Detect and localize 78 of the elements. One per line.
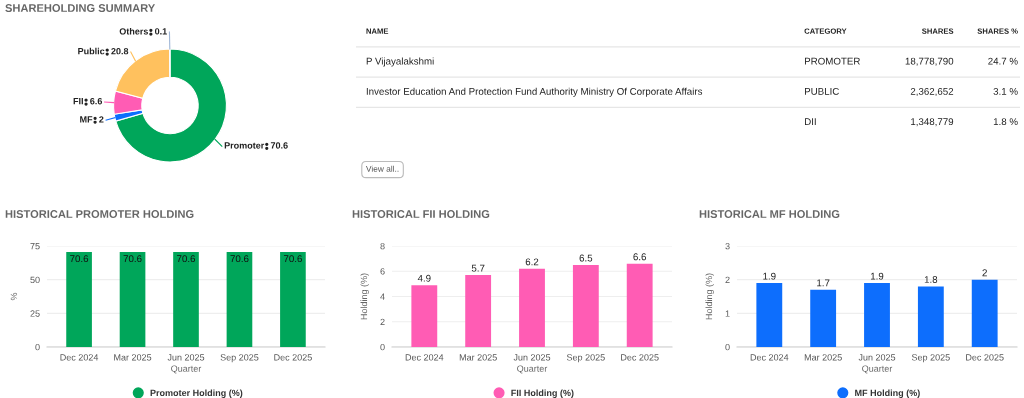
text: 1.8 %: [993, 118, 1018, 126]
y-tick-label: 2: [725, 276, 730, 283]
y-tick-label: 25: [30, 310, 40, 317]
y-tick-label: 4: [380, 293, 385, 300]
y-tick-label: 8: [380, 242, 385, 250]
slice-label: FII: [73, 98, 83, 105]
data-label: 70.6: [123, 255, 142, 263]
slice-label: Promoter: [224, 142, 265, 149]
x-tick-label: Mar 2025: [459, 354, 497, 361]
x-tick-label: Dec 2024: [750, 354, 789, 361]
data-label: 70.6: [283, 255, 302, 263]
data-label: 6.5: [579, 254, 593, 262]
data-label: 1.8: [924, 276, 938, 283]
chart-title: HISTORICAL PROMOTER HOLDING: [5, 210, 194, 218]
text: 2,362,652: [910, 87, 954, 96]
data-label: 6.6: [90, 98, 103, 105]
slice-label: Others: [119, 27, 149, 35]
x-axis-title: Quarter: [171, 365, 202, 374]
chart-title: HISTORICAL MF HOLDING: [699, 210, 840, 218]
x-tick-label: Dec 2025: [621, 354, 659, 361]
y-tick-label: 2: [380, 318, 385, 326]
text: PROMOTER: [805, 57, 860, 65]
legend-label: FII Holding (%): [511, 389, 574, 398]
x-axis-title: Quarter: [517, 365, 548, 374]
data-label: 6.2: [525, 258, 539, 266]
data-label: 1.7: [817, 279, 830, 287]
data-label: 70.6: [230, 255, 249, 263]
x-tick-label: Dec 2024: [405, 354, 444, 361]
y-axis-title: Holding (%): [360, 273, 369, 320]
slice-label: MF: [80, 116, 93, 123]
text: DII: [805, 118, 816, 125]
text: 1,348,779: [911, 118, 954, 127]
data-label: 70.6: [70, 255, 89, 263]
data-label: 4.9: [417, 274, 431, 282]
x-tick-label: Jun 2025: [513, 354, 551, 361]
x-tick-label: Sep 2025: [220, 354, 259, 363]
data-label: 1.9: [763, 272, 776, 280]
y-tick-label: 6: [380, 268, 385, 275]
y-tick-label: 3: [725, 242, 730, 250]
y-tick-label: 0: [380, 343, 385, 351]
x-tick-label: Dec 2025: [966, 354, 1004, 361]
x-tick-label: Sep 2025: [911, 354, 950, 363]
text: 24.7 %: [988, 57, 1018, 65]
data-label: 70.6: [177, 255, 196, 263]
x-tick-label: Jun 2025: [858, 354, 896, 361]
chart-title: SHAREHOLDING SUMMARY: [5, 4, 156, 12]
slice-label: Public: [78, 47, 105, 55]
data-label: 1.9: [870, 272, 884, 280]
x-tick-label: Jun 2025: [167, 354, 205, 361]
data-label: 20.8: [111, 47, 129, 55]
data-label: 2: [982, 269, 987, 277]
data-label: 70.6: [270, 142, 288, 149]
x-tick-label: Dec 2024: [60, 354, 99, 361]
y-axis-title: %: [10, 292, 18, 301]
y-axis-title: Holding (%): [705, 273, 714, 320]
x-axis-title: Quarter: [862, 365, 893, 374]
legend-label: MF Holding (%): [855, 389, 920, 398]
x-tick-label: Mar 2025: [114, 354, 152, 361]
data-label: 6.6: [633, 253, 647, 261]
x-tick-label: Sep 2025: [566, 354, 605, 363]
legend-label: Promoter Holding (%): [150, 389, 243, 398]
text: PUBLIC: [805, 87, 839, 95]
data-label: 5.7: [471, 264, 485, 272]
data-label: 2: [99, 116, 104, 123]
text: 3.1 %: [993, 87, 1018, 95]
text: Investor Education And Protection Fund Authority Ministry Of Corporate Affairs: [366, 87, 703, 97]
text: 18,778,790: [905, 57, 954, 66]
y-tick-label: 0: [35, 343, 40, 351]
text: P Vijayalakshmi: [366, 57, 434, 67]
x-tick-label: Dec 2025: [274, 354, 312, 361]
y-tick-label: 0: [725, 343, 730, 351]
data-label: 0.1: [154, 28, 167, 35]
y-tick-label: 50: [30, 276, 40, 284]
y-tick-label: 75: [30, 243, 40, 250]
y-tick-label: 1: [725, 310, 730, 317]
x-tick-label: Mar 2025: [804, 354, 842, 361]
text: View all..: [366, 165, 399, 172]
chart-title: HISTORICAL FII HOLDING: [352, 210, 490, 218]
